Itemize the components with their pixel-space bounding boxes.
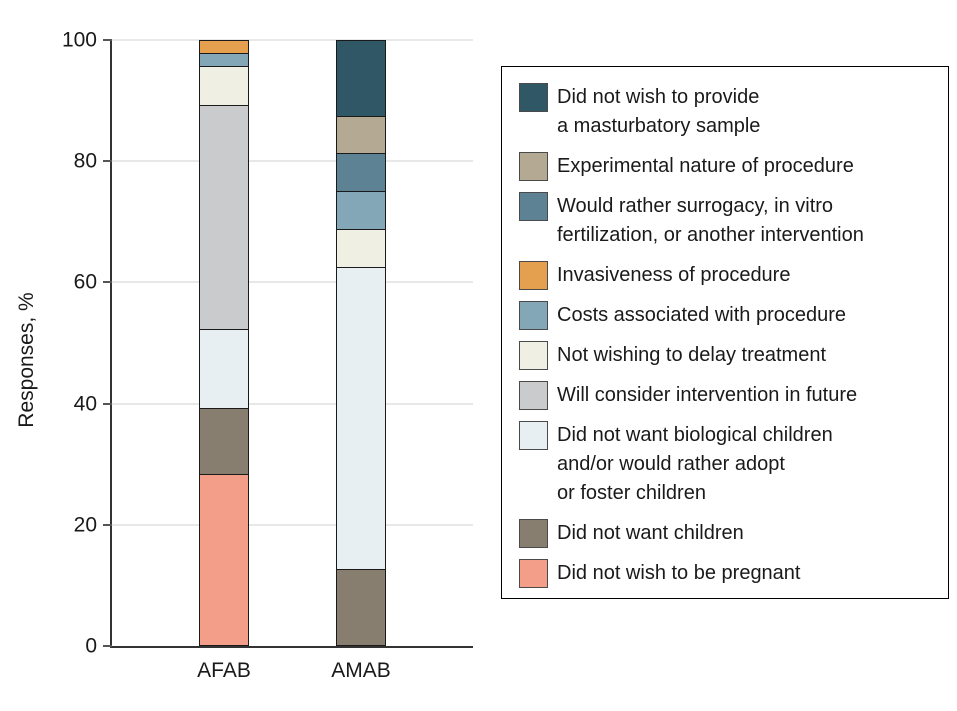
legend-swatch <box>519 192 548 221</box>
gridline-100 <box>112 39 473 41</box>
gridline-20 <box>112 523 473 526</box>
legend-label: Did not wish to be pregnant <box>557 562 801 584</box>
legend-label: Did not want biological children and/or w… <box>557 424 833 504</box>
segment <box>337 153 385 192</box>
legend-label: Costs associated with procedure <box>557 304 847 326</box>
y-tick-80 <box>103 160 112 163</box>
y-tick-20 <box>103 523 112 526</box>
segment <box>337 266 385 570</box>
legend-label: Would rather surrogacy, in vitro fertiliz… <box>557 195 864 246</box>
legend-swatch <box>519 152 548 181</box>
legend-label: Invasiveness of procedure <box>557 264 791 286</box>
legend-item: Did not wish to be pregnant <box>519 559 934 588</box>
legend-item: Not wishing to delay treatment <box>519 341 934 370</box>
legend-swatch <box>519 261 548 290</box>
legend-label: Not wishing to delay treatment <box>557 344 827 366</box>
legend-item: Did not want biological children and/or w… <box>519 421 934 508</box>
y-tick-label-20: 20 <box>73 513 97 537</box>
legend-item: Will consider intervention in future <box>519 381 934 410</box>
y-tick-label-40: 40 <box>73 392 97 416</box>
y-tick-40 <box>103 402 112 405</box>
plot-area: 0 20 40 60 80 100 AFAB AMAB <box>62 30 473 681</box>
legend: Did not wish to provide a masturbatory sa… <box>501 66 949 599</box>
y-tick-label-100: 100 <box>61 28 97 52</box>
legend-label: Did not want children <box>557 522 744 544</box>
legend-swatch <box>519 421 548 450</box>
legend-label: Will consider intervention in future <box>557 384 858 406</box>
segment <box>200 407 248 474</box>
segment <box>337 40 385 116</box>
gridline-40 <box>112 402 473 405</box>
segment <box>337 115 385 154</box>
segment <box>337 229 385 267</box>
legend-swatch <box>519 341 548 370</box>
gridline-60 <box>112 281 473 284</box>
segment <box>337 191 385 230</box>
y-tick-label-0: 0 <box>85 634 97 658</box>
segment <box>200 52 248 67</box>
legend-item: Would rather surrogacy, in vitro fertiliz… <box>519 192 934 250</box>
segment <box>200 329 248 408</box>
x-category-label-amab: AMAB <box>331 659 391 682</box>
legend-swatch <box>519 381 548 410</box>
x-category-label-afab: AFAB <box>197 659 251 682</box>
legend-swatch <box>519 83 548 112</box>
y-tick-label-60: 60 <box>73 270 97 294</box>
legend-label: Experimental nature of procedure <box>557 155 854 177</box>
y-tick-60 <box>103 281 112 284</box>
segment <box>200 473 248 645</box>
legend-item: Did not want children <box>519 519 934 548</box>
bar-amab <box>336 40 386 646</box>
legend-item: Invasiveness of procedure <box>519 261 934 290</box>
legend-label: Did not wish to provide a masturbatory sa… <box>557 86 761 137</box>
legend-swatch <box>519 559 548 588</box>
y-axis-title: Responses, % <box>15 292 38 428</box>
gridline-80 <box>112 160 473 163</box>
segment <box>337 569 385 645</box>
y-tick-label-80: 80 <box>73 149 97 173</box>
y-tick-0 <box>103 645 112 647</box>
y-tick-100 <box>103 39 112 41</box>
segment <box>200 66 248 106</box>
legend-swatch <box>519 519 548 548</box>
legend-item: Experimental nature of procedure <box>519 152 934 181</box>
segment <box>200 40 248 53</box>
legend-item: Did not wish to provide a masturbatory sa… <box>519 83 934 141</box>
legend-swatch <box>519 301 548 330</box>
bar-afab <box>199 40 249 646</box>
segment <box>200 105 248 330</box>
legend-item: Costs associated with procedure <box>519 301 934 330</box>
